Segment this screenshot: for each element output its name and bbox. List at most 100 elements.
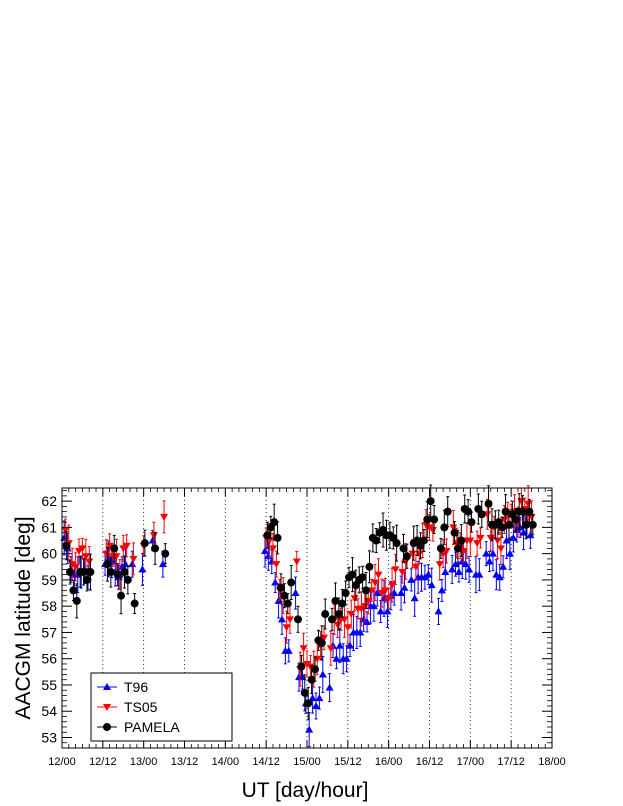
data-point: [86, 568, 95, 577]
x-tick-label: 18/00: [538, 756, 566, 768]
y-tick-label: 59: [41, 572, 57, 588]
legend-label: PAMELA: [124, 719, 180, 735]
data-point: [338, 599, 347, 608]
data-point: [517, 498, 526, 506]
data-point: [430, 515, 439, 524]
y-tick-label: 57: [41, 624, 57, 640]
y-tick-label: 60: [41, 546, 57, 562]
x-tick-label: 12/00: [48, 756, 76, 768]
data-point: [293, 615, 302, 624]
data-point: [161, 549, 170, 558]
data-point: [335, 641, 344, 649]
data-point: [419, 536, 428, 545]
data-point: [282, 624, 291, 632]
data-point: [400, 583, 409, 591]
data-point: [297, 662, 306, 671]
series-layer: [60, 484, 537, 748]
data-point: [477, 510, 486, 519]
data-point: [461, 560, 470, 568]
data-point: [484, 499, 493, 508]
data-point: [348, 570, 357, 579]
legend-marker: [103, 723, 111, 731]
data-point: [415, 550, 424, 558]
data-point: [284, 646, 293, 654]
data-point: [408, 550, 417, 558]
data-point: [61, 527, 70, 535]
x-tick-label: 17/12: [497, 756, 525, 768]
data-point: [332, 654, 341, 662]
data-point: [434, 607, 443, 615]
data-point: [71, 563, 80, 571]
series-pamela: [62, 484, 537, 720]
data-point: [340, 616, 349, 624]
y-tick-label: 58: [41, 598, 57, 614]
data-point: [473, 540, 482, 548]
data-point: [528, 520, 537, 529]
legend: T96 TS05 PAMELA: [90, 672, 233, 742]
data-point: [521, 520, 530, 529]
data-point: [106, 568, 115, 577]
data-point: [362, 586, 371, 595]
data-point: [441, 568, 450, 576]
x-tick-label: 12/12: [89, 756, 117, 768]
data-point: [300, 688, 309, 697]
data-point: [140, 539, 149, 548]
legend-marker: [103, 683, 111, 690]
data-point: [121, 560, 130, 568]
data-point: [356, 628, 365, 636]
data-point: [122, 542, 131, 550]
data-point: [120, 568, 129, 577]
data-point: [485, 557, 494, 565]
data-point: [62, 541, 71, 550]
data-point: [482, 549, 491, 557]
data-point: [449, 524, 458, 532]
data-point: [436, 544, 445, 553]
data-point: [78, 545, 87, 553]
data-point: [428, 527, 437, 535]
data-point: [271, 578, 280, 586]
data-point: [371, 579, 380, 587]
data-point: [435, 561, 444, 569]
data-point: [341, 589, 350, 598]
data-point: [391, 566, 400, 574]
data-point: [299, 645, 308, 653]
data-point: [465, 565, 474, 573]
data-point: [331, 596, 340, 605]
data-point: [496, 545, 505, 553]
data-point: [392, 539, 401, 548]
data-point: [374, 571, 383, 579]
data-point: [158, 560, 167, 568]
data-point: [524, 500, 533, 508]
data-point: [502, 536, 511, 544]
data-point: [440, 523, 449, 532]
data-point: [501, 507, 510, 516]
data-point: [376, 607, 385, 615]
data-point: [123, 575, 132, 584]
data-point: [304, 699, 313, 708]
y-axis-title: AACGM latitude [deg]: [12, 516, 35, 719]
data-point: [277, 615, 286, 623]
data-point: [467, 518, 476, 527]
data-point: [343, 624, 352, 632]
data-point: [450, 528, 459, 537]
data-point: [347, 611, 356, 619]
data-point: [443, 507, 452, 516]
data-point: [372, 536, 381, 545]
data-point: [495, 573, 504, 581]
data-point: [427, 581, 436, 589]
data-point: [260, 547, 269, 555]
x-tick-label: 17/00: [457, 756, 485, 768]
axes: 12/00 12/12 13/00 13/12 14/00 14/12 15/00 15/12…: [41, 488, 566, 768]
x-tick-label: 16/12: [416, 756, 444, 768]
data-point: [72, 596, 81, 605]
data-point: [411, 563, 420, 571]
data-point: [292, 558, 301, 566]
data-point: [358, 573, 367, 582]
data-point: [326, 645, 335, 653]
data-point: [498, 523, 507, 532]
data-point: [397, 589, 406, 597]
data-point: [102, 550, 111, 558]
data-point: [369, 602, 378, 610]
data-point: [312, 701, 321, 709]
